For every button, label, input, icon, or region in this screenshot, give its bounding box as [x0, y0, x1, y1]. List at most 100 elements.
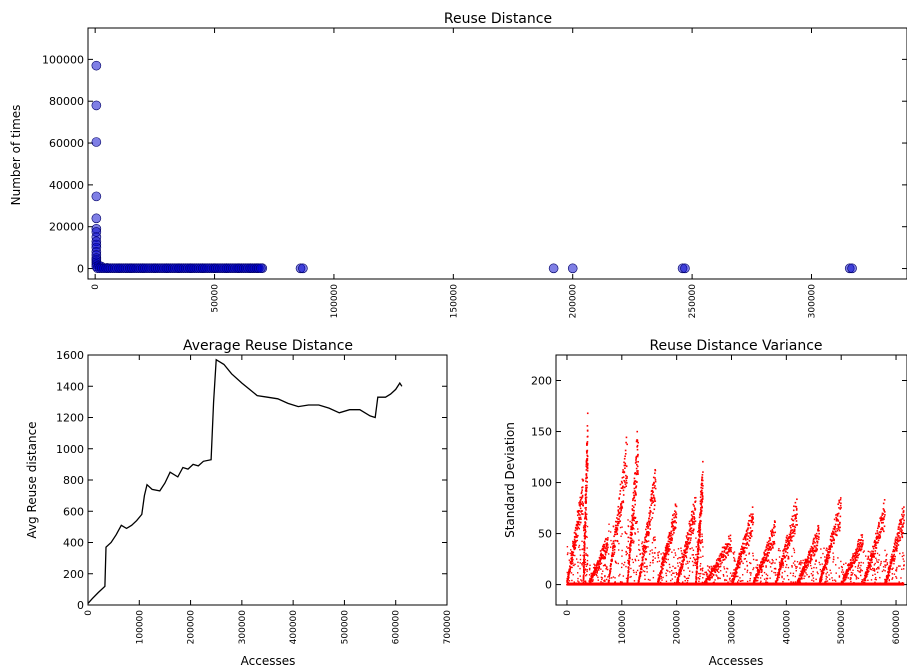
- scatter-point: [670, 579, 672, 582]
- scatter-point: [792, 572, 795, 575]
- scatter-point: [825, 563, 827, 565]
- scatter-point: [615, 530, 618, 533]
- scatter-point: [879, 582, 882, 584]
- scatter-point: [609, 571, 612, 573]
- scatter-point: [853, 581, 855, 584]
- scatter-point: [789, 537, 791, 539]
- scatter-point: [813, 566, 815, 569]
- scatter-point: [677, 580, 680, 583]
- scatter-point: [584, 517, 586, 519]
- scatter-point: [877, 532, 879, 535]
- scatter-point: [869, 559, 872, 562]
- scatter-point: [610, 554, 613, 557]
- scatter-point: [595, 564, 598, 566]
- scatter-point: [585, 574, 587, 577]
- scatter-point: [716, 570, 719, 573]
- scatter-point: [807, 557, 809, 560]
- scatter-point: [766, 552, 769, 555]
- scatter-point: [749, 572, 751, 574]
- scatter-point: [809, 554, 811, 556]
- scatter-point: [832, 539, 834, 541]
- scatter-point: [749, 519, 751, 522]
- scatter-point: [864, 572, 867, 575]
- scatter-point: [692, 530, 695, 532]
- scatter-point: [604, 552, 607, 554]
- scatter-point: [575, 558, 578, 560]
- scatter-point: [685, 555, 687, 557]
- scatter-point: [871, 567, 874, 570]
- scatter-point: [785, 551, 787, 553]
- scatter-point: [651, 549, 653, 551]
- scatter-point: [728, 546, 731, 549]
- scatter-point: [833, 538, 835, 541]
- scatter-point: [833, 539, 835, 542]
- scatter-point: [686, 547, 689, 550]
- scatter-point: [686, 579, 689, 582]
- scatter-point: [811, 547, 814, 550]
- scatter-point: [699, 550, 702, 552]
- scatter-point: [735, 572, 737, 574]
- scatter-point: [774, 582, 777, 584]
- scatter-point: [816, 544, 819, 547]
- scatter-point: [842, 580, 845, 582]
- scatter-point: [814, 541, 816, 544]
- y-tick-label: 0: [545, 579, 552, 592]
- scatter-point: [681, 583, 683, 586]
- scatter-point: [633, 496, 636, 499]
- scatter-point: [598, 569, 600, 571]
- scatter-point: [749, 527, 752, 529]
- scatter-point: [758, 565, 761, 568]
- scatter-point: [672, 572, 674, 574]
- scatter-point: [807, 565, 810, 567]
- scatter-point: [623, 464, 626, 467]
- scatter-point: [582, 575, 585, 577]
- scatter-point: [793, 514, 795, 517]
- scatter-point: [749, 577, 751, 580]
- scatter-point: [626, 482, 628, 484]
- scatter-point: [796, 524, 798, 526]
- scatter-point: [773, 540, 776, 543]
- scatter-point: [583, 528, 586, 531]
- scatter-point: [684, 542, 687, 544]
- scatter-point: [850, 559, 852, 561]
- scatter-point: [834, 579, 836, 581]
- scatter-point: [670, 525, 673, 528]
- scatter-point: [794, 501, 797, 504]
- scatter-point: [697, 542, 700, 545]
- scatter-point: [575, 540, 577, 542]
- scatter-point: [901, 507, 904, 510]
- scatter-point: [813, 537, 815, 540]
- scatter-point: [652, 555, 654, 558]
- scatter-point: [700, 506, 702, 509]
- scatter-point: [872, 574, 874, 576]
- scatter-point: [581, 563, 583, 565]
- scatter-point: [642, 562, 644, 565]
- scatter-point: [584, 516, 587, 518]
- scatter-point: [582, 513, 584, 515]
- scatter-point: [856, 576, 858, 579]
- scatter-point: [637, 528, 639, 530]
- scatter-point: [810, 564, 812, 567]
- scatter-point: [746, 565, 748, 567]
- scatter-point: [767, 559, 770, 562]
- scatter-point: [637, 583, 640, 586]
- scatter-point: [753, 582, 755, 585]
- scatter-point: [673, 513, 676, 515]
- scatter-point: [673, 572, 675, 574]
- scatter-point: [624, 531, 626, 533]
- scatter-point: [806, 561, 809, 563]
- scatter-point: [770, 530, 772, 532]
- scatter-point: [834, 580, 837, 582]
- scatter-point: [837, 557, 839, 559]
- scatter-point: [591, 580, 594, 583]
- scatter-point: [644, 578, 646, 580]
- scatter-point: [855, 575, 857, 578]
- scatter-point: [580, 503, 583, 505]
- scatter-point: [792, 519, 795, 522]
- scatter-point: [888, 567, 890, 569]
- scatter-point: [720, 563, 722, 565]
- scatter-point: [590, 580, 592, 583]
- scatter-point: [612, 555, 615, 557]
- scatter-point: [745, 554, 747, 556]
- scatter-point: [890, 555, 893, 558]
